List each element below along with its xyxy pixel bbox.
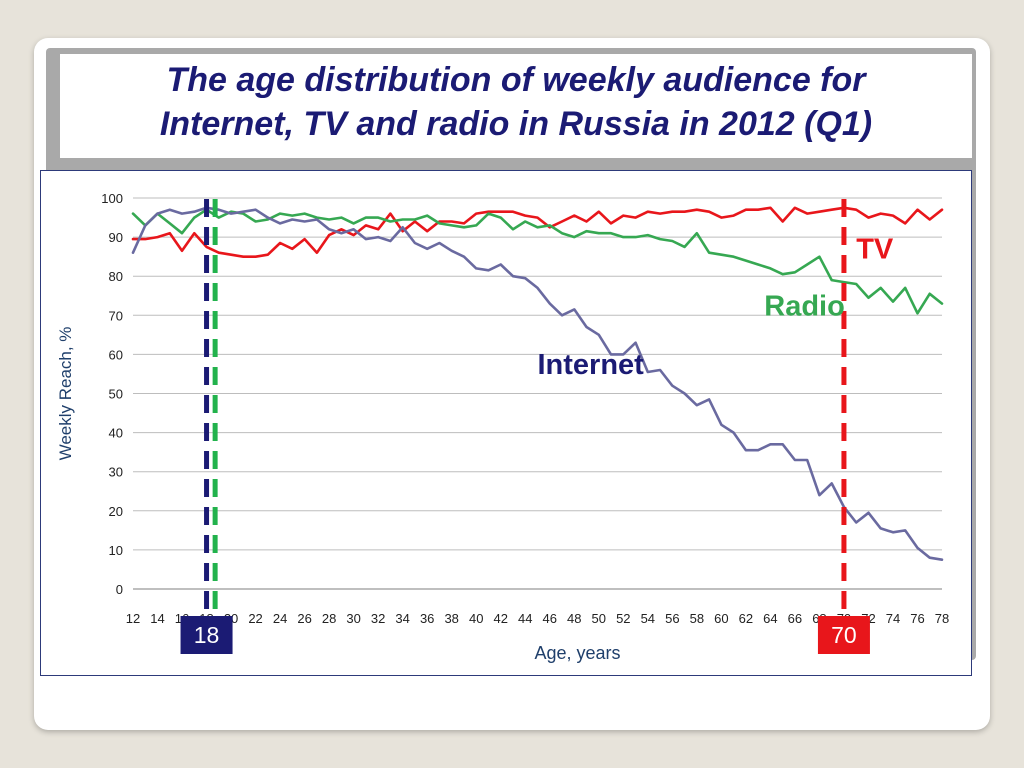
series-label-tv: TV: [856, 234, 894, 266]
age-markers: 18 70: [180, 616, 870, 654]
series-line-internet: [131, 206, 944, 561]
x-tick-32: 32: [371, 611, 385, 626]
x-tick-30: 30: [346, 611, 360, 626]
y-tick-60: 60: [109, 347, 123, 362]
marker-lines: [204, 199, 847, 615]
y-tick-10: 10: [109, 543, 123, 558]
x-tick-46: 46: [543, 611, 557, 626]
x-tick-74: 74: [886, 611, 900, 626]
x-tick-42: 42: [493, 611, 507, 626]
x-tick-38: 38: [444, 611, 458, 626]
x-tick-26: 26: [297, 611, 311, 626]
y-tick-40: 40: [109, 426, 123, 441]
y-tick-100: 100: [101, 191, 123, 206]
x-tick-14: 14: [150, 611, 164, 626]
series-line-tv: [131, 206, 944, 258]
chart-title: The age distribution of weekly audience …: [60, 58, 972, 146]
age-box-label-70: 70: [831, 622, 857, 648]
x-axis-label: Age, years: [534, 643, 620, 663]
x-tick-78: 78: [935, 611, 949, 626]
x-tick-54: 54: [641, 611, 655, 626]
x-tick-44: 44: [518, 611, 532, 626]
x-tick-56: 56: [665, 611, 679, 626]
y-tick-30: 30: [109, 465, 123, 480]
series-lines: [131, 206, 944, 561]
x-tick-62: 62: [739, 611, 753, 626]
series-labels: TV Radio Internet: [538, 234, 894, 381]
x-tick-24: 24: [273, 611, 287, 626]
x-tick-76: 76: [910, 611, 924, 626]
x-tick-22: 22: [248, 611, 262, 626]
series-line-radio: [131, 208, 944, 315]
x-tick-36: 36: [420, 611, 434, 626]
title-line-2: Internet, TV and radio in Russia in 2012…: [159, 105, 873, 143]
y-tick-labels: 0 10 20 30 40 50 60 70 80 90 100: [101, 191, 123, 597]
x-tick-34: 34: [395, 611, 409, 626]
age-box-label-18: 18: [194, 622, 220, 648]
y-tick-70: 70: [109, 308, 123, 323]
x-tick-28: 28: [322, 611, 336, 626]
y-tick-50: 50: [109, 387, 123, 402]
y-tick-20: 20: [109, 504, 123, 519]
series-label-radio: Radio: [764, 290, 845, 322]
x-tick-50: 50: [592, 611, 606, 626]
y-axis-label: Weekly Reach, %: [56, 327, 75, 461]
x-tick-58: 58: [690, 611, 704, 626]
x-tick-60: 60: [714, 611, 728, 626]
series-label-internet: Internet: [538, 349, 645, 381]
age-box-18: [180, 616, 233, 654]
x-tick-66: 66: [788, 611, 802, 626]
y-tick-90: 90: [109, 230, 123, 245]
title-line-1: The age distribution of weekly audience …: [166, 61, 866, 99]
x-tick-48: 48: [567, 611, 581, 626]
title-box: [60, 54, 972, 158]
y-tick-80: 80: [109, 269, 123, 284]
grid-lines: [133, 197, 942, 590]
x-tick-12: 12: [126, 611, 140, 626]
y-tick-0: 0: [116, 582, 123, 597]
age-box-70: [817, 616, 870, 654]
x-tick-40: 40: [469, 611, 483, 626]
x-tick-52: 52: [616, 611, 630, 626]
x-tick-64: 64: [763, 611, 777, 626]
